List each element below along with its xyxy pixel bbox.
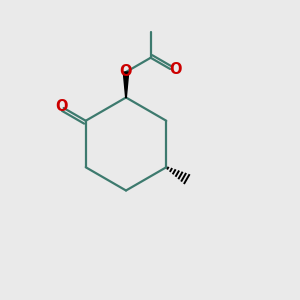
Text: O: O bbox=[120, 64, 132, 80]
Polygon shape bbox=[123, 72, 129, 98]
Text: O: O bbox=[55, 99, 68, 114]
Text: O: O bbox=[169, 61, 182, 76]
